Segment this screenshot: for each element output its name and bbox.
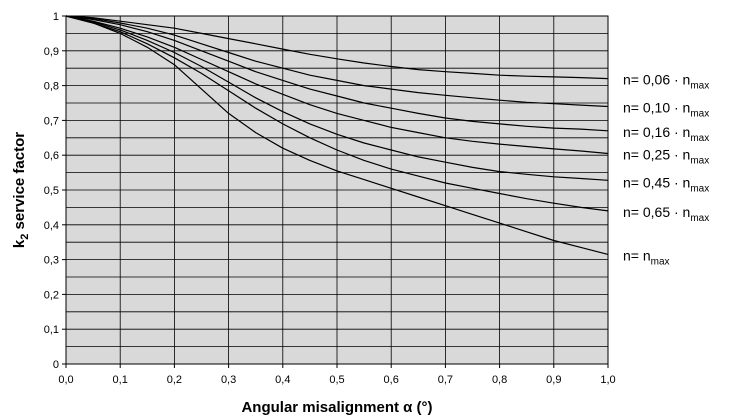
y-tick-label: 0,2 bbox=[44, 289, 59, 301]
x-tick-label: 0,3 bbox=[221, 374, 236, 386]
series-label: n= nmax bbox=[623, 247, 670, 267]
y-tick-label: 1 bbox=[53, 11, 59, 23]
y-tick-label: 0,8 bbox=[44, 81, 59, 93]
x-tick-label: 0,6 bbox=[384, 374, 399, 386]
series-label-subscript: max bbox=[690, 133, 709, 144]
series-line bbox=[65, 15, 609, 181]
y-tick-label: 0,3 bbox=[44, 255, 59, 267]
series-label-subscript: max bbox=[690, 213, 709, 224]
series-line bbox=[65, 15, 609, 212]
axis-ticks: 0,0 0,1 0,2 0,3 0,4 0,5 0,6 0,7 0,8 0,9 1,0 0 0,1 0,2… bbox=[44, 11, 616, 386]
series-label: n= 0,10 · nmax bbox=[623, 100, 709, 120]
series-line bbox=[65, 15, 609, 80]
y-tick-label: 0,7 bbox=[44, 115, 59, 127]
x-tick-label: 0,8 bbox=[492, 374, 507, 386]
x-tick-label: 0,5 bbox=[329, 374, 344, 386]
series-label-prefix: n= 0,10 · n bbox=[623, 100, 690, 116]
y-axis-title-sub: 2 bbox=[19, 234, 31, 240]
series-label-prefix: n= 0,25 · n bbox=[623, 147, 690, 163]
series-lines bbox=[65, 15, 609, 255]
y-tick-label: 0 bbox=[53, 359, 59, 371]
x-tick-label: 0,2 bbox=[167, 374, 182, 386]
series-label-prefix: n= 0,45 · n bbox=[623, 174, 690, 190]
y-tick-label: 0,5 bbox=[44, 185, 59, 197]
series-label: n= 0,65 · nmax bbox=[623, 204, 709, 224]
y-axis-title-rest: service factor bbox=[11, 132, 28, 234]
series-label-subscript: max bbox=[651, 256, 670, 267]
x-tick-label: 0,0 bbox=[58, 374, 73, 386]
series-label: n= 0,45 · nmax bbox=[623, 174, 709, 194]
series-label-prefix: n= n bbox=[623, 247, 651, 263]
x-tick-label: 0,7 bbox=[438, 374, 453, 386]
y-tick-label: 0,9 bbox=[44, 46, 59, 58]
series-label-prefix: n= 0,65 · n bbox=[623, 204, 690, 220]
series-line bbox=[65, 15, 609, 108]
series-label-subscript: max bbox=[690, 156, 709, 167]
x-axis-title: Angular misalignment α (°) bbox=[241, 399, 432, 416]
series-label: n= 0,25 · nmax bbox=[623, 147, 709, 167]
series-label-subscript: max bbox=[690, 81, 709, 92]
x-tick-label: 0,4 bbox=[275, 374, 290, 386]
x-tick-label: 0,1 bbox=[113, 374, 128, 386]
series-line bbox=[65, 15, 609, 155]
y-tick-label: 0,4 bbox=[44, 220, 59, 232]
series-label-subscript: max bbox=[690, 183, 709, 194]
series-line bbox=[65, 15, 609, 132]
series-label-prefix: n= 0,06 · n bbox=[623, 72, 690, 88]
y-axis-title-main: k bbox=[11, 239, 28, 248]
series-line bbox=[65, 15, 609, 255]
series-label-subscript: max bbox=[690, 109, 709, 120]
grid-lines bbox=[66, 16, 608, 364]
y-tick-label: 0,1 bbox=[44, 324, 59, 336]
series-label: n= 0,06 · nmax bbox=[623, 72, 709, 92]
x-tick-label: 0,9 bbox=[546, 374, 561, 386]
series-label-prefix: n= 0,16 · n bbox=[623, 124, 690, 140]
x-tick-label: 1,0 bbox=[600, 374, 615, 386]
y-axis-title: k2 service factor bbox=[11, 132, 31, 248]
series-label: n= 0,16 · nmax bbox=[623, 124, 709, 144]
y-tick-label: 0,6 bbox=[44, 150, 59, 162]
